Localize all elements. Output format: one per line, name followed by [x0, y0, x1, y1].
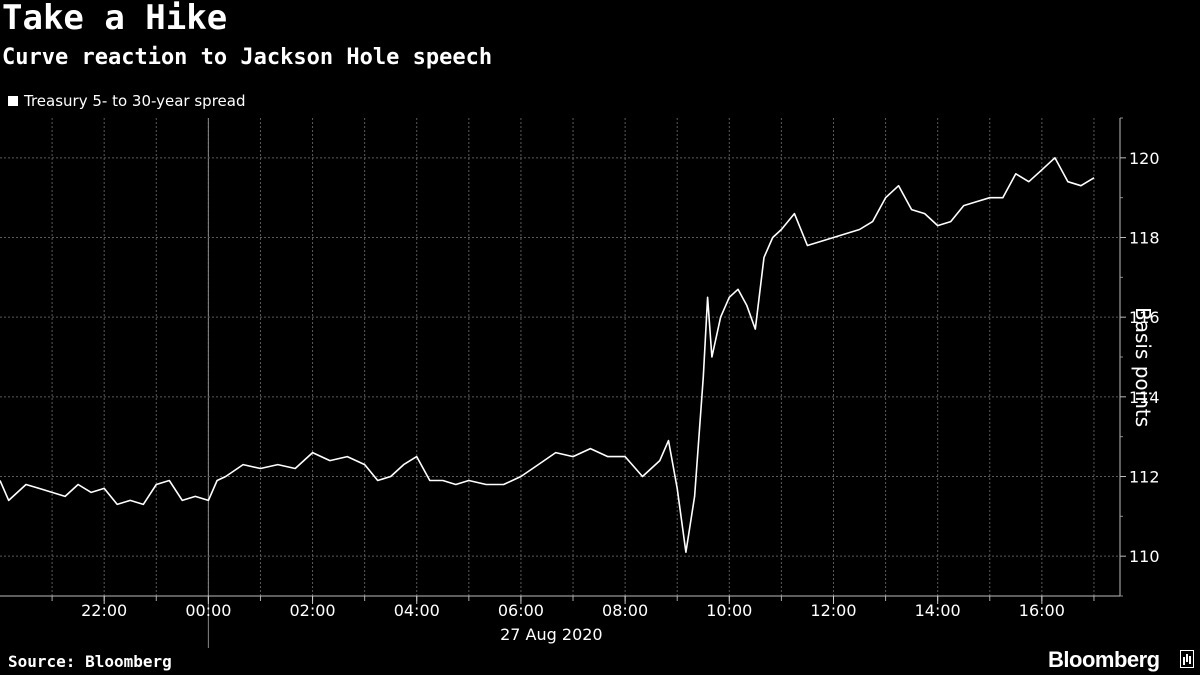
bloomberg-chart-icon	[1180, 650, 1194, 668]
bloomberg-logo: Bloomberg	[1048, 647, 1160, 672]
chart-subtitle: Curve reaction to Jackson Hole speech	[2, 45, 493, 70]
y-tick-label: 120	[1129, 149, 1160, 168]
chart-legend: Treasury 5- to 30-year spread	[8, 92, 245, 110]
x-tick-label: 08:00	[602, 601, 648, 620]
chart-title: Take a Hike	[2, 0, 228, 38]
y-tick-label: 112	[1129, 468, 1160, 487]
x-tick-label: 04:00	[394, 601, 440, 620]
x-tick-label: 02:00	[290, 601, 336, 620]
x-tick-label: 14:00	[915, 601, 961, 620]
series-line-treasury-5-30-spread	[0, 157, 1095, 554]
y-tick-label: 118	[1129, 229, 1160, 248]
x-tick-label: 10:00	[706, 601, 752, 620]
y-tick-label: 110	[1129, 547, 1160, 566]
legend-swatch	[8, 96, 18, 106]
y-tick-label: 116	[1129, 308, 1160, 327]
y-tick-label: 114	[1129, 388, 1160, 407]
x-tick-label: 12:00	[810, 601, 856, 620]
x-tick-label: 22:00	[81, 601, 127, 620]
y-axis-label: Basis points	[1131, 307, 1155, 428]
x-tick-label: 06:00	[498, 601, 544, 620]
x-tick-label: 16:00	[1019, 601, 1065, 620]
x-tick-label: 00:00	[185, 601, 231, 620]
x-axis-date-label: 27 Aug 2020	[500, 625, 603, 644]
legend-entry-label: Treasury 5- to 30-year spread	[24, 92, 246, 110]
source-note: Source: Bloomberg	[8, 652, 172, 671]
